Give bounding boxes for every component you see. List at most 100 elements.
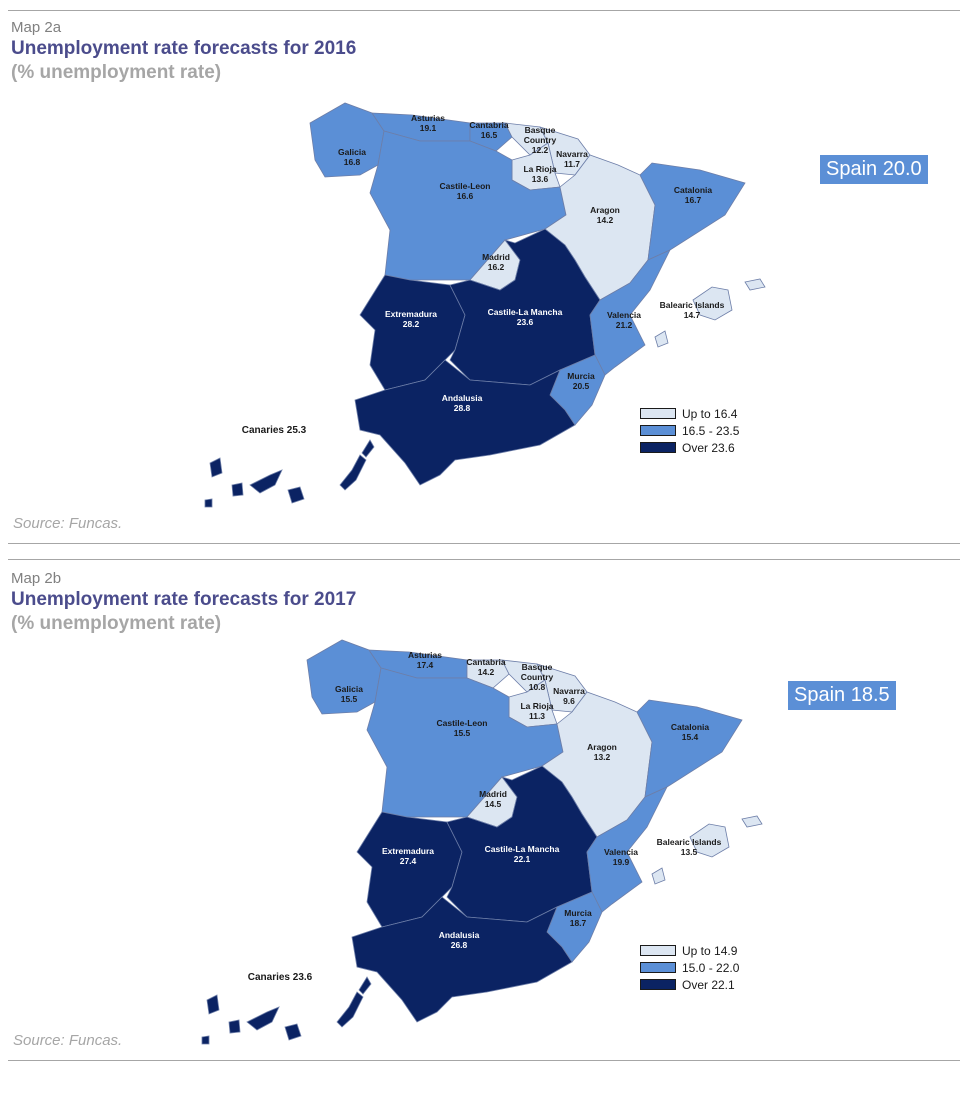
legend-swatch [640,442,676,453]
region-name: Murcia [564,908,592,918]
label-madrid: Madrid 14.5 [479,789,507,809]
label-asturias: Asturias 17.4 [408,650,442,670]
map-subtitle: (% unemployment rate) [11,62,222,83]
legend-swatch [640,425,676,436]
region-name: Extremadura [382,846,434,856]
label-madrid: Madrid 16.2 [482,252,510,272]
region-name: Basque [525,125,556,135]
balearic-ibiza [651,867,666,885]
region-name: Cantabria [466,657,505,667]
spain-total-badge: Spain 20.0 [820,155,928,184]
legend-item: Up to 14.9 [640,942,739,959]
region-name: Balearic Islands [660,300,725,310]
map-title: Unemployment rate forecasts for 2016 [11,38,357,59]
label-basque-country: Basque Country 12.2 [524,125,557,155]
label-extremadura: Extremadura 28.2 [385,309,437,329]
region-labels: Galicia 15.5 Asturias 17.4 Cantabria 14.2 B… [248,650,722,983]
region-name: Castile-Leon [439,181,490,191]
canary-island [228,1019,241,1034]
label-castile-leon: Castile-Leon 16.6 [439,181,490,201]
spain-map: Galicia 15.5 Asturias 17.4 Cantabria 14.2 B… [201,639,763,1045]
label-balearic-islands: Balearic Islands 13.5 [657,837,722,857]
region-value: 26.8 [451,940,468,950]
legend-item: Over 22.1 [640,976,739,993]
region-name: Navarra [556,149,588,159]
balearic-menorca [744,278,766,291]
region-value: 19.1 [420,123,437,133]
region-value: 27.4 [400,856,417,866]
map-legend: Up to 16.4 16.5 - 23.5 Over 23.6 [640,405,739,456]
region-value: 14.2 [478,667,495,677]
region-value: 19.9 [613,857,630,867]
region-value: 28.2 [403,319,420,329]
label-basque-country: Basque Country 10.8 [521,662,554,692]
region-name: Basque [522,662,553,672]
label-cantabria: Cantabria 16.5 [469,120,508,140]
spain-total-badge: Spain 18.5 [788,681,896,710]
region-name: Murcia [567,371,595,381]
region-balearic-islands [654,278,766,348]
legend-item: 15.0 - 22.0 [640,959,739,976]
region-name: Castile-La Mancha [488,307,563,317]
region-value: 16.8 [344,157,361,167]
region-value: 12.2 [532,145,549,155]
region-value: 15.5 [454,728,471,738]
region-name: Asturias [408,650,442,660]
map-panel-2016: Map 2a Unemployment rate forecasts for 2… [0,15,969,550]
region-value: 23.6 [517,317,534,327]
map-panel-2017: Map 2b Unemployment rate forecasts for 2… [0,566,969,1101]
region-cantabria [469,122,513,152]
region-value: 20.5 [573,381,590,391]
source-note: Source: Funcas. [13,1032,123,1049]
spain-map: Galicia 16.8 Asturias 19.1 Cantabria 16.5 B… [204,102,766,508]
canary-island [287,486,305,504]
label-murcia: Murcia 20.5 [567,371,595,391]
legend-swatch [640,962,676,973]
region-value: 18.7 [570,918,587,928]
legend-swatch [640,945,676,956]
region-name: Andalusia [439,930,480,940]
canary-island [209,457,223,478]
legend-item: 16.5 - 23.5 [640,422,739,439]
region-name: Galicia [338,147,366,157]
map-label: Map 2b [11,570,62,587]
label-aragon: Aragon 14.2 [590,205,620,225]
legend-swatch [640,979,676,990]
region-balearic-islands [651,815,763,885]
region-name: Asturias [411,113,445,123]
region-shapes [201,639,763,1045]
region-value: 11.3 [529,711,545,721]
balearic-menorca [741,815,763,828]
label-extremadura: Extremadura 27.4 [382,846,434,866]
label-galicia: Galicia 15.5 [335,684,363,704]
region-value: 22.1 [514,854,531,864]
canary-island [284,1023,302,1041]
canary-island [339,454,367,491]
canary-island [358,976,372,995]
region-value: 16.6 [457,191,474,201]
region-shapes [204,102,766,508]
region-value: 17.4 [417,660,434,670]
region-name: La Rioja [520,701,553,711]
region-canaries [204,439,375,508]
region-value: 14.7 [684,310,701,320]
region-value: 14.5 [485,799,502,809]
region-name: Valencia [604,847,638,857]
region-value: 16.7 [685,195,702,205]
region-value: 16.2 [488,262,505,272]
region-name: Country [521,672,554,682]
region-catalonia [639,162,746,261]
region-catalonia [636,699,743,798]
region-valencia [586,786,668,913]
region-valencia [589,249,671,376]
mid-rule-2 [8,559,960,560]
mid-rule-1 [8,543,960,544]
region-canaries [201,976,372,1045]
region-andalusia [354,359,576,486]
region-value: 11.7 [564,159,580,169]
region-value: 28.8 [454,403,471,413]
region-name: Country [524,135,557,145]
map-title: Unemployment rate forecasts for 2017 [11,589,357,610]
region-name: Madrid [479,789,507,799]
canary-island [231,482,244,497]
